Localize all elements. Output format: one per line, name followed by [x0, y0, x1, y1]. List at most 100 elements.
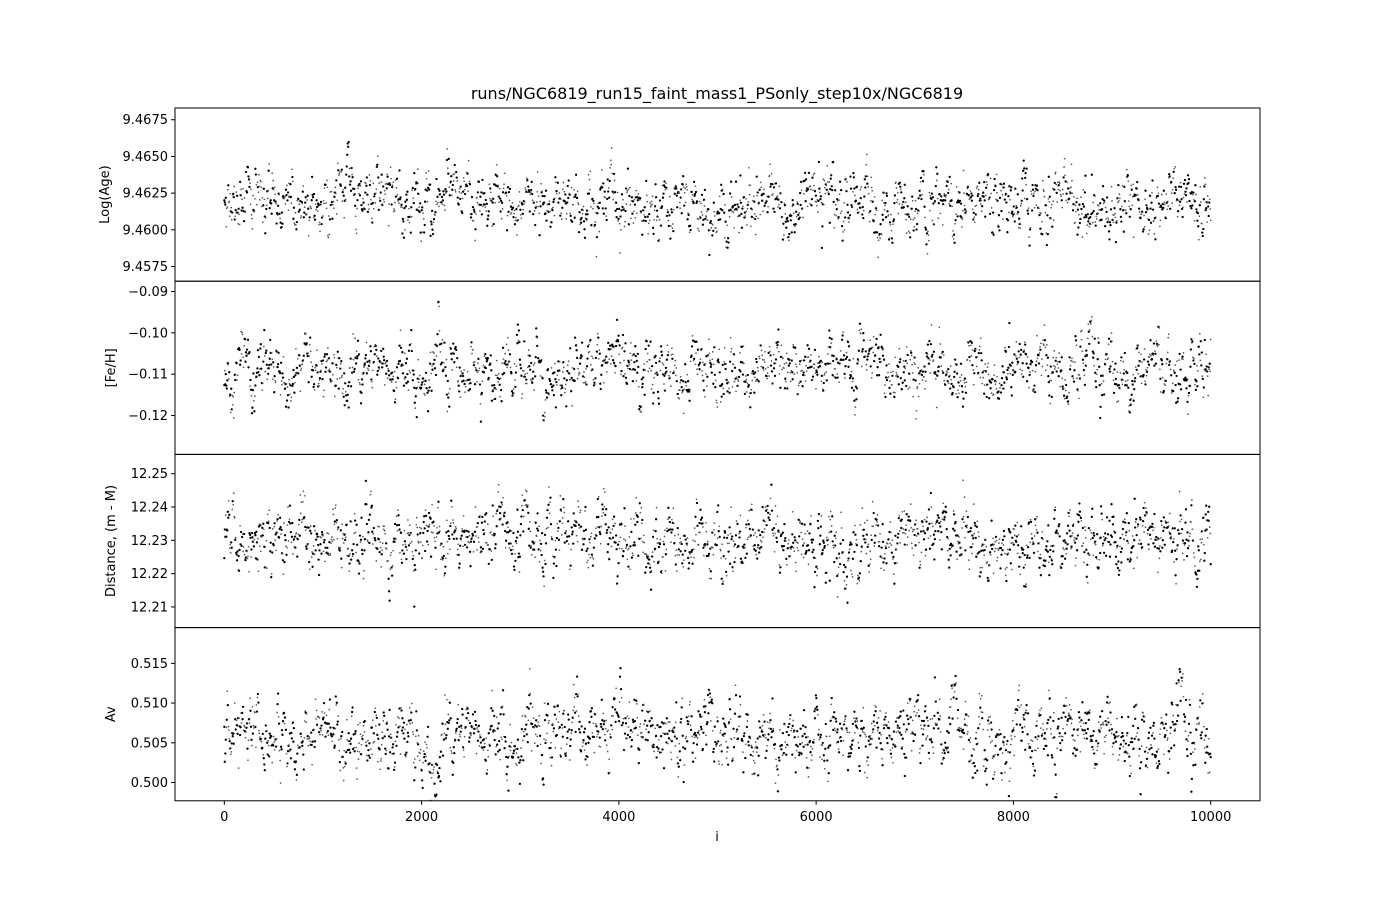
data-point — [314, 203, 317, 206]
data-point — [670, 541, 672, 543]
data-point — [494, 397, 497, 401]
data-point — [611, 190, 614, 193]
data-point — [445, 190, 448, 193]
data-point — [568, 372, 571, 375]
data-point — [981, 205, 984, 208]
data-point — [1066, 181, 1068, 184]
data-point — [1069, 364, 1072, 367]
data-point — [752, 195, 755, 198]
data-point — [658, 542, 662, 546]
data-point — [358, 194, 362, 197]
data-point — [343, 199, 346, 202]
data-point — [1199, 359, 1202, 362]
data-point — [1074, 221, 1076, 224]
data-point — [367, 369, 370, 371]
data-point — [653, 209, 656, 212]
data-point — [722, 387, 725, 390]
data-point — [375, 348, 378, 352]
data-point — [285, 553, 288, 556]
data-point — [300, 521, 303, 524]
data-point — [488, 183, 491, 186]
data-point — [624, 376, 628, 379]
data-point — [952, 385, 955, 389]
data-point — [570, 376, 573, 380]
data-point — [388, 183, 392, 187]
data-point — [1100, 218, 1103, 221]
data-point — [818, 187, 821, 190]
data-point — [671, 357, 674, 360]
data-point — [666, 211, 670, 214]
data-point — [515, 365, 518, 368]
data-point — [415, 523, 418, 526]
data-point — [474, 239, 476, 242]
data-point — [749, 391, 752, 395]
data-point — [838, 362, 841, 365]
data-point — [630, 530, 633, 534]
data-point — [884, 201, 887, 205]
data-point — [780, 200, 783, 204]
y-axis-label-panel-2: [Fe/H] — [104, 348, 119, 387]
data-point — [987, 362, 989, 365]
data-point — [641, 233, 644, 236]
data-point — [1106, 352, 1108, 355]
data-point — [866, 358, 869, 361]
data-point — [647, 344, 650, 347]
data-point — [794, 363, 797, 366]
data-point — [399, 531, 403, 535]
data-point — [700, 211, 703, 213]
data-point — [276, 365, 279, 369]
data-point — [410, 349, 413, 353]
data-point — [477, 536, 480, 539]
data-point — [827, 192, 830, 196]
data-point — [783, 202, 786, 205]
data-point — [335, 363, 338, 367]
data-point — [592, 379, 595, 381]
data-point — [335, 521, 338, 524]
data-point — [838, 180, 842, 183]
data-point — [888, 386, 891, 390]
data-point — [851, 380, 854, 383]
data-point — [1197, 345, 1200, 348]
data-point — [504, 546, 507, 549]
data-point — [1130, 397, 1133, 400]
data-point — [310, 361, 313, 364]
data-point — [257, 191, 260, 194]
data-point — [1148, 229, 1151, 232]
data-point — [1138, 211, 1141, 213]
data-point — [364, 191, 367, 194]
data-point — [608, 348, 611, 351]
data-point — [969, 340, 972, 343]
data-point — [718, 348, 721, 351]
data-point — [953, 241, 956, 244]
data-point — [759, 213, 762, 216]
data-point — [633, 544, 637, 547]
data-point — [234, 208, 237, 212]
data-point — [284, 188, 288, 191]
data-point — [1121, 205, 1123, 208]
data-point — [933, 223, 936, 226]
data-point — [484, 366, 487, 370]
data-point — [299, 369, 302, 372]
data-point — [350, 357, 353, 360]
data-point — [357, 560, 360, 563]
data-point — [393, 540, 396, 543]
data-point — [590, 206, 592, 208]
data-point — [649, 588, 653, 591]
data-point — [1190, 207, 1193, 210]
data-point — [909, 218, 912, 220]
data-point — [583, 537, 586, 541]
data-point — [961, 405, 965, 408]
data-point — [224, 372, 227, 376]
data-point — [588, 553, 590, 556]
data-point — [307, 234, 310, 237]
data-point — [316, 535, 319, 538]
data-point — [1178, 204, 1181, 207]
data-point — [332, 362, 335, 365]
data-point — [1025, 197, 1029, 201]
data-point — [461, 374, 465, 378]
data-point — [339, 184, 342, 187]
data-point — [295, 347, 297, 350]
data-point — [910, 351, 913, 354]
data-point — [1023, 167, 1026, 170]
data-point — [954, 219, 957, 222]
